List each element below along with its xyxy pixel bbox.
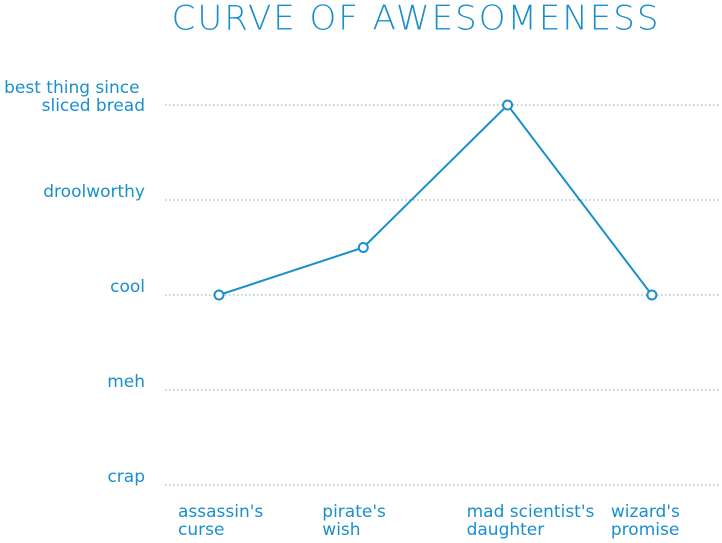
y-tick-label: cool [110,277,145,297]
x-tick-label: mad scientist's daughter [467,502,600,540]
y-tick-label: best thing since sliced bread [4,78,145,116]
point [213,289,225,301]
x-tick-label: pirate's wish [322,502,391,540]
y-tick-label: meh [107,372,145,392]
point [646,289,658,301]
x-tick-label: wizard's promise [611,502,685,540]
point [502,99,514,111]
x-tick-label: assassin's curse [178,502,269,540]
y-tick-label: droolworthy [43,182,145,202]
y-tick-label: crap [107,467,145,487]
point [357,242,369,253]
chart-title: CURVE OF AWESOMENESS [172,0,661,39]
line [218,103,653,296]
